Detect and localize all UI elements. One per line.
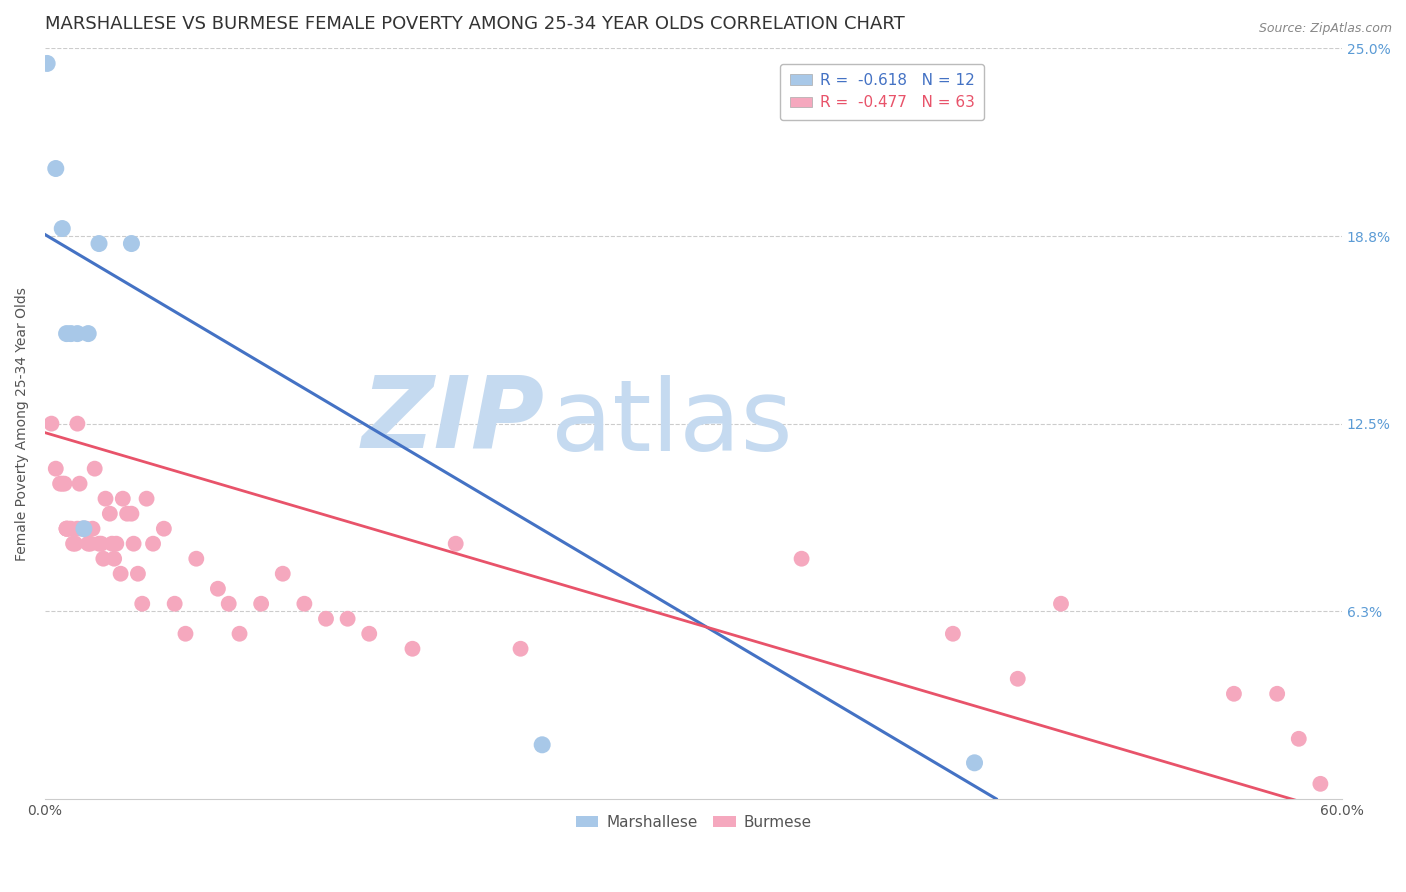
Point xyxy=(271,566,294,581)
Point xyxy=(62,537,84,551)
Point xyxy=(75,522,97,536)
Point xyxy=(58,522,80,536)
Point xyxy=(49,476,72,491)
Point xyxy=(135,491,157,506)
Point xyxy=(77,537,100,551)
Text: MARSHALLESE VS BURMESE FEMALE POVERTY AMONG 25-34 YEAR OLDS CORRELATION CHART: MARSHALLESE VS BURMESE FEMALE POVERTY AM… xyxy=(45,15,904,33)
Point xyxy=(87,537,110,551)
Point xyxy=(45,161,67,176)
Point xyxy=(53,476,76,491)
Point xyxy=(942,626,965,640)
Point xyxy=(444,537,467,551)
Point xyxy=(174,626,197,640)
Point xyxy=(531,738,554,752)
Point xyxy=(790,551,813,566)
Point xyxy=(51,476,73,491)
Point xyxy=(87,236,110,251)
Point xyxy=(110,566,132,581)
Point xyxy=(315,612,337,626)
Point xyxy=(83,461,105,475)
Point xyxy=(127,566,149,581)
Point xyxy=(228,626,250,640)
Point xyxy=(1288,731,1310,746)
Point xyxy=(51,221,73,235)
Point xyxy=(131,597,153,611)
Point xyxy=(82,522,104,536)
Point xyxy=(66,326,89,341)
Point xyxy=(105,537,128,551)
Point xyxy=(359,626,381,640)
Point xyxy=(98,507,121,521)
Point xyxy=(55,522,77,536)
Point xyxy=(73,522,96,536)
Point xyxy=(336,612,359,626)
Text: atlas: atlas xyxy=(551,376,793,472)
Text: Source: ZipAtlas.com: Source: ZipAtlas.com xyxy=(1258,22,1392,36)
Point xyxy=(79,537,101,551)
Point xyxy=(91,551,114,566)
Point xyxy=(120,507,142,521)
Point xyxy=(55,522,77,536)
Point xyxy=(163,597,186,611)
Point xyxy=(103,551,125,566)
Point xyxy=(1265,687,1288,701)
Y-axis label: Female Poverty Among 25-34 Year Olds: Female Poverty Among 25-34 Year Olds xyxy=(15,286,30,560)
Point xyxy=(509,641,531,656)
Point xyxy=(1223,687,1246,701)
Point xyxy=(401,641,423,656)
Point xyxy=(77,326,100,341)
Point xyxy=(186,551,208,566)
Point xyxy=(73,522,96,536)
Point xyxy=(153,522,176,536)
Text: ZIP: ZIP xyxy=(361,371,544,468)
Point xyxy=(101,537,124,551)
Point xyxy=(65,537,87,551)
Point xyxy=(66,417,89,431)
Legend: Marshallese, Burmese: Marshallese, Burmese xyxy=(569,809,817,836)
Point xyxy=(122,537,145,551)
Point xyxy=(142,537,165,551)
Point xyxy=(111,491,134,506)
Point xyxy=(90,537,112,551)
Point xyxy=(66,522,89,536)
Point xyxy=(55,326,77,341)
Point xyxy=(963,756,986,770)
Point xyxy=(70,522,93,536)
Point xyxy=(292,597,315,611)
Point xyxy=(218,597,240,611)
Point xyxy=(250,597,273,611)
Point xyxy=(69,476,91,491)
Point xyxy=(120,236,142,251)
Point xyxy=(1309,777,1331,791)
Point xyxy=(115,507,138,521)
Point xyxy=(41,417,63,431)
Point xyxy=(45,461,67,475)
Point xyxy=(1050,597,1073,611)
Point xyxy=(59,326,82,341)
Point xyxy=(37,56,59,70)
Point xyxy=(1007,672,1029,686)
Point xyxy=(55,522,77,536)
Point xyxy=(59,522,82,536)
Point xyxy=(207,582,229,596)
Point xyxy=(94,491,117,506)
